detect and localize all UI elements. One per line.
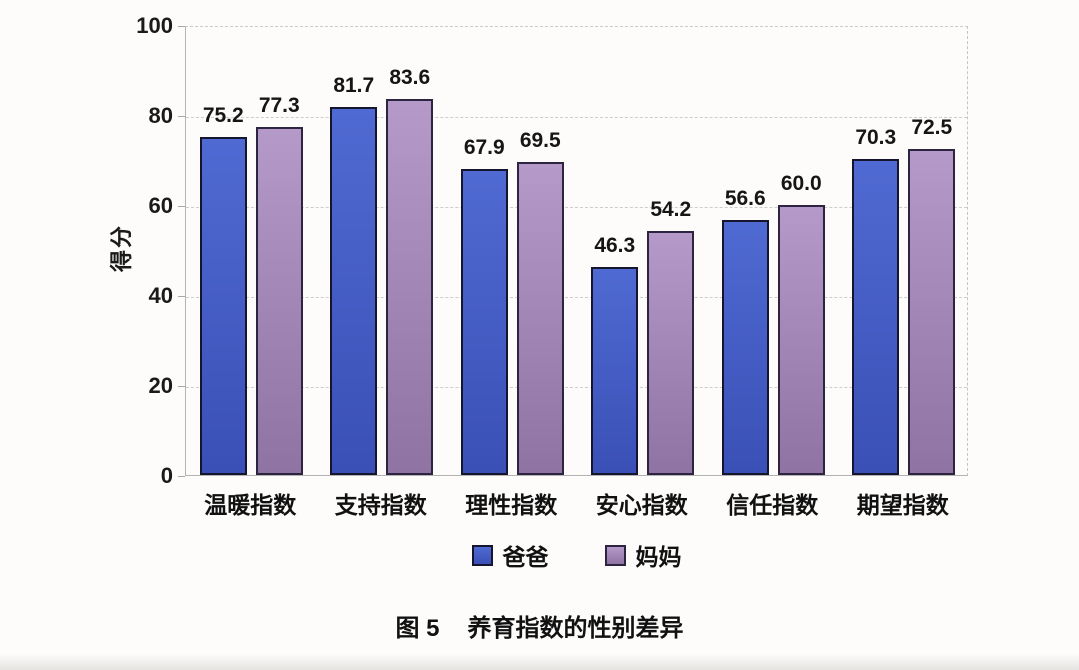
bar-妈妈-支持指数	[386, 98, 434, 475]
legend-swatch	[471, 544, 493, 566]
y-tick-label: 60	[148, 193, 173, 218]
y-tick-label: 0	[160, 463, 173, 488]
bar-爸爸-理性指数	[460, 169, 508, 475]
bar-妈妈-温暖指数	[255, 127, 303, 475]
bar-value-label: 54.2	[650, 198, 692, 222]
bar-value-label: 72.5	[911, 115, 953, 139]
gridline	[186, 387, 967, 388]
y-tick-label: 80	[148, 103, 173, 128]
bar-value-label: 81.7	[333, 74, 375, 98]
bar-value-label: 60.0	[780, 172, 822, 195]
bar-妈妈-信任指数	[777, 205, 825, 475]
bar-爸爸-温暖指数	[199, 136, 247, 475]
y-tick-label: 100	[136, 13, 173, 38]
bar-value-label: 83.6	[389, 65, 431, 89]
x-category-label: 信任指数	[726, 492, 819, 518]
y-tick-mark	[178, 26, 185, 27]
bar-value-label: 77.3	[258, 94, 300, 118]
legend-item-妈妈: 妈妈	[604, 538, 682, 572]
bar-爸爸-安心指数	[591, 266, 639, 475]
x-category-label: 温暖指数	[204, 492, 297, 518]
x-category-label: 期望指数	[856, 492, 949, 518]
bar-爸爸-期望指数	[852, 158, 900, 475]
figure-number: 图 5	[395, 615, 440, 642]
bar-value-label: 56.6	[724, 187, 766, 211]
y-tick-mark	[178, 206, 185, 207]
bar-妈妈-期望指数	[908, 148, 956, 475]
bar-妈妈-安心指数	[647, 231, 695, 475]
bar-爸爸-支持指数	[330, 107, 378, 475]
y-tick-mark	[178, 296, 185, 297]
x-category-label: 理性指数	[465, 492, 558, 518]
legend-label: 爸爸	[502, 544, 549, 570]
bar-value-label: 69.5	[519, 129, 561, 153]
y-tick-mark	[178, 386, 185, 387]
legend: 爸爸 妈妈	[185, 538, 968, 572]
scan-edge-artifact	[0, 654, 1079, 670]
legend-label: 妈妈	[635, 544, 682, 570]
figure-title: 养育指数的性别差异	[467, 615, 684, 642]
y-tick-mark	[178, 116, 185, 117]
x-category-label: 安心指数	[595, 492, 688, 518]
x-category-label: 支持指数	[334, 492, 427, 518]
bar-value-label: 75.2	[202, 103, 244, 127]
gridline	[186, 117, 967, 118]
bar-value-label: 46.3	[594, 233, 636, 257]
gridline	[186, 207, 967, 208]
gridline	[186, 297, 967, 298]
legend-swatch	[604, 544, 626, 566]
y-axis-title: 得分	[109, 223, 135, 273]
legend-item-爸爸: 爸爸	[471, 538, 549, 572]
bar-爸爸-信任指数	[721, 220, 769, 475]
y-tick-mark	[178, 476, 185, 477]
y-tick-label: 20	[148, 373, 173, 398]
bar-妈妈-理性指数	[516, 162, 564, 475]
bar-value-label: 70.3	[855, 125, 897, 149]
figure-caption: 图 5 养育指数的性别差异	[0, 608, 1079, 643]
y-tick-label: 40	[148, 283, 173, 308]
plot-area: 75.2 77.3 81.7 83.6 67.9 69.5 46.3 54.2 56.6 60.0…	[185, 26, 968, 476]
bar-value-label: 67.9	[463, 136, 505, 160]
